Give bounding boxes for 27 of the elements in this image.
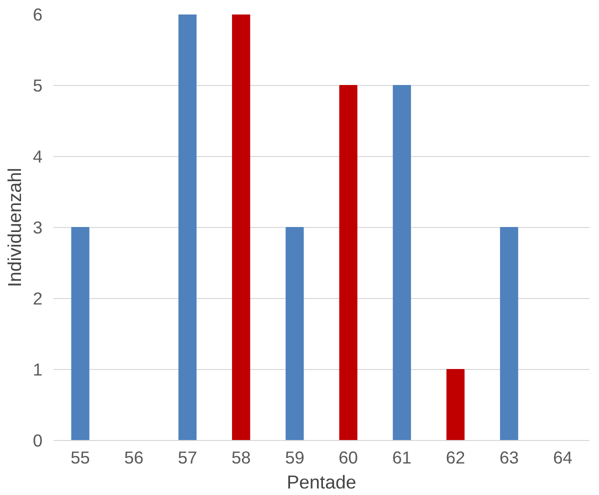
x-tick-label: 56	[124, 448, 144, 468]
bar	[286, 227, 304, 440]
y-tick-label: 0	[32, 430, 43, 450]
x-axis-title: Pentade	[286, 472, 356, 492]
bar	[500, 227, 518, 440]
bar	[446, 369, 465, 440]
y-tick-label: 5	[32, 76, 43, 96]
x-tick-label: 61	[392, 448, 412, 468]
y-tick-label: 4	[32, 146, 43, 166]
x-tick-label: 58	[231, 448, 251, 468]
x-tick-label: 60	[338, 448, 358, 468]
bar	[178, 14, 197, 440]
y-axis-title: Individuenzahl	[4, 168, 25, 288]
y-tick-label: 6	[32, 4, 43, 24]
x-tick-label: 59	[285, 448, 304, 468]
x-tick-label: 62	[446, 448, 466, 468]
bar	[71, 227, 90, 440]
y-tick-label: 3	[32, 218, 43, 238]
bar	[232, 14, 250, 440]
bar	[339, 85, 358, 440]
y-tick-label: 2	[32, 288, 43, 308]
x-tick-label: 63	[499, 448, 519, 468]
bar	[392, 85, 411, 440]
x-tick-label: 55	[70, 448, 90, 468]
y-tick-label: 1	[32, 360, 43, 380]
x-tick-label: 64	[553, 448, 573, 468]
x-tick-label: 57	[178, 448, 198, 468]
